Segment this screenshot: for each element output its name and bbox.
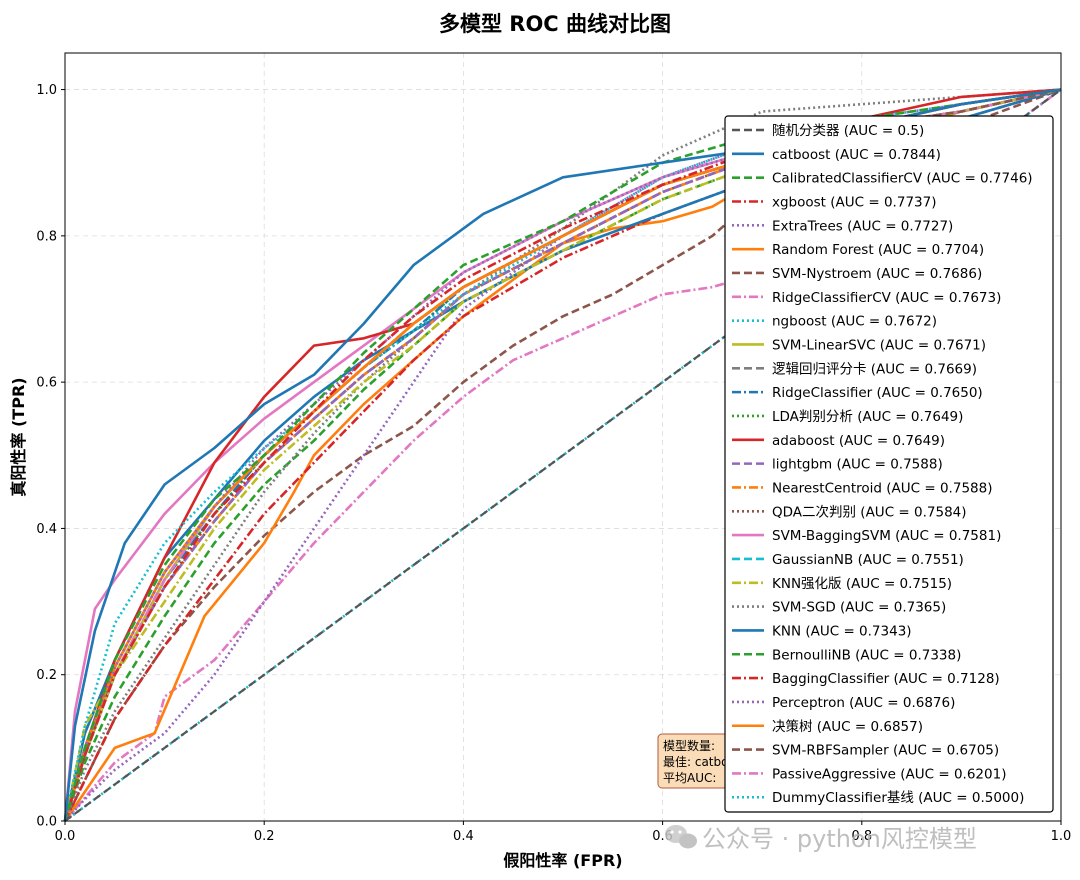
series-line-19 [63,88,1062,822]
legend-label: xgboost (AUC = 0.7737) [772,194,936,210]
legend-label: catboost (AUC = 0.7844) [772,147,941,163]
legend-label: ngboost (AUC = 0.7672) [772,314,937,330]
legend-label: SVM-SGD (AUC = 0.7365) [772,600,946,616]
legend-label: LDA判别分析 (AUC = 0.7649) [772,409,963,425]
legend-label: KNN (AUC = 0.7343) [772,623,912,639]
legend-label: GaussianNB (AUC = 0.7551) [772,552,964,568]
y-tick-label: 0.6 [36,376,57,391]
legend-label: lightgbm (AUC = 0.7588) [772,457,943,473]
legend-label: QDA二次判别 (AUC = 0.7584) [772,504,967,520]
y-tick-label: 1.0 [36,83,57,98]
legend-label: DummyClassifier基线 (AUC = 0.5000) [772,789,1024,806]
x-tick-label: 0.2 [254,829,275,844]
legend-label: SVM-RBFSampler (AUC = 0.6705) [772,743,999,759]
legend-label: 逻辑回归评分卡 (AUC = 0.7669) [772,360,977,377]
y-tick-label: 0.4 [36,522,57,537]
y-tick-label: 0.0 [36,815,57,830]
legend: 随机分类器 (AUC = 0.5) catboost (AUC = 0.7844)… [724,115,1054,813]
x-tick-label: 0.4 [453,829,474,844]
wechat-icon [665,825,697,849]
series-line-3 [63,88,1062,822]
x-tick-label: 0.8 [851,829,872,844]
legend-label: ExtraTrees (AUC = 0.7727) [772,218,953,234]
legend-label: CalibratedClassifierCV (AUC = 0.7746) [772,171,1033,187]
y-tick-label: 0.8 [36,229,57,244]
legend-label: PassiveAggressive (AUC = 0.6201) [772,766,1006,782]
legend-label: SVM-Nystroem (AUC = 0.7686) [772,266,982,282]
y-tick-label: 0.2 [36,668,57,683]
x-tick-label: 1.0 [1051,829,1072,844]
legend-label: 决策树 (AUC = 0.6857) [772,718,923,735]
x-tick-label: 0.0 [55,829,76,844]
legend-label: KNN强化版 (AUC = 0.7515) [772,576,952,592]
watermark: 公众号 · python风控模型 [665,825,977,853]
info-line-3: 平均AUC: [663,771,716,785]
series-line-0 [64,88,1062,822]
y-axis-label: 真阳性率 (TPR) [9,377,28,496]
legend-frame [724,115,1054,813]
info-line-1: 模型数量: [663,738,715,753]
legend-label: Random Forest (AUC = 0.7704) [772,242,984,258]
legend-label: NearestCentroid (AUC = 0.7588) [772,480,992,496]
legend-label: SVM-LinearSVC (AUC = 0.7671) [772,337,986,353]
chart-title: 多模型 ROC 曲线对比图 [439,12,671,36]
legend-label: 随机分类器 (AUC = 0.5) [772,123,924,139]
legend-label: Perceptron (AUC = 0.6876) [772,695,955,711]
legend-label: BernoulliNB (AUC = 0.7338) [772,647,961,663]
series-line-2 [63,88,1062,822]
ticks: 0.0 0.2 0.4 0.6 0.8 1.00.00.20.40.60.81.0 [36,83,1071,844]
watermark-text: 公众号 · python风控模型 [702,825,977,853]
x-axis-label: 假阳性率 (FPR) [503,851,622,870]
plot-frame [64,52,1062,822]
series-line-4 [63,88,1062,822]
legend-label: adaboost (AUC = 0.7649) [772,433,945,449]
legend-label: RidgeClassifierCV (AUC = 0.7673) [772,290,1001,306]
legend-label: SVM-BaggingSVM (AUC = 0.7581) [772,528,1001,544]
legend-label: BaggingClassifier (AUC = 0.7128) [772,671,1000,687]
legend-label: RidgeClassifier (AUC = 0.7650) [772,385,983,401]
